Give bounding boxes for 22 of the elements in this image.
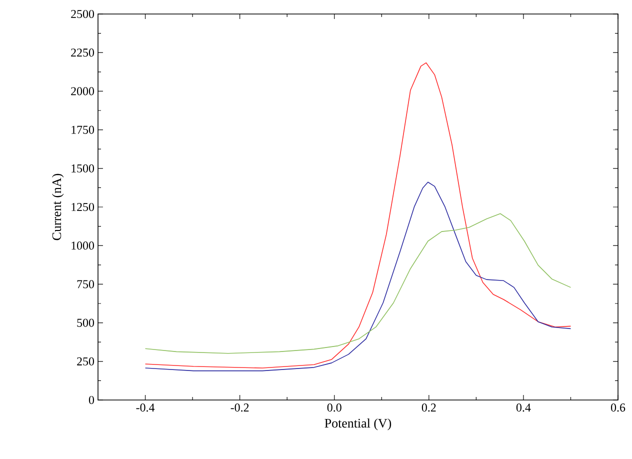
x-tick-label: 0.0	[327, 404, 342, 412]
x-tick-label: 0.2	[422, 404, 436, 412]
x-tick-label: -0.4	[136, 404, 155, 412]
y-tick-label: 1250	[72, 202, 94, 212]
y-tick-label: 1750	[72, 126, 94, 134]
x-tick-label: 0.4	[516, 404, 531, 412]
x-tick-label: -0.2	[230, 404, 249, 412]
x-axis-title: Potential (V)	[324, 418, 392, 430]
y-tick-label: 2000	[71, 87, 94, 96]
line-series	[144, 62, 572, 368]
y-tick-label: 2250	[71, 48, 94, 57]
y-tick-label: 1500	[72, 164, 94, 172]
x-tick-label: 0.6	[610, 404, 626, 412]
y-tick-label: 500	[77, 318, 94, 327]
y-tick-label: 2500	[71, 10, 94, 18]
line-series	[144, 182, 572, 372]
y-tick-label: 0	[88, 396, 94, 404]
y-tick-label: 1000	[72, 242, 94, 250]
y-tick-label: 250	[77, 357, 94, 366]
y-axis-title: Current (nA)	[52, 174, 64, 240]
y-tick-label: 750	[77, 280, 94, 288]
line-series	[144, 213, 572, 354]
